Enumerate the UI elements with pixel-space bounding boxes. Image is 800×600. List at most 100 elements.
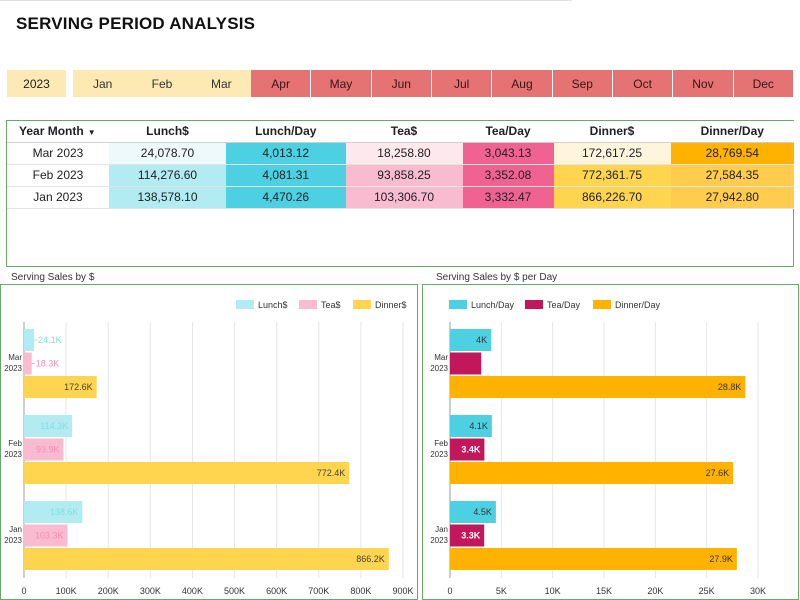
table-cell: 3,043.13 (462, 142, 554, 165)
category-label: Feb 2023 (4, 439, 22, 459)
data-label: 4.1K (469, 421, 488, 431)
caret-down-icon[interactable]: ▼ (87, 128, 96, 138)
bar-dinner[interactable] (24, 376, 97, 398)
table-cell: 103,306.70 (345, 186, 463, 209)
x-tick-label: 30K (750, 586, 766, 596)
x-tick-label: 15K (596, 586, 612, 596)
chart-title-sales: Serving Sales by $ (11, 272, 95, 283)
column-header-dinner[interactable]: Dinner$ (553, 121, 671, 143)
bar-dinner-day[interactable] (450, 548, 737, 570)
month-jan[interactable]: Jan (73, 70, 133, 97)
month-sep[interactable]: Sep (552, 70, 613, 97)
x-tick-label: 20K (647, 586, 663, 596)
bar-dinner[interactable] (24, 462, 350, 484)
month-oct[interactable]: Oct (612, 70, 674, 97)
category-label: Feb 2023 (430, 439, 448, 459)
table-cell: 172,617.25 (553, 142, 671, 165)
month-mar[interactable]: Mar (191, 70, 251, 97)
month-jun[interactable]: Jun (371, 70, 432, 97)
legend-swatch (299, 300, 317, 309)
data-label: 3.4K (461, 445, 481, 455)
column-header-tea[interactable]: Tea$ (345, 121, 463, 143)
row-label: Jan 2023 (7, 186, 109, 209)
legend-label: Lunch$ (258, 300, 288, 310)
data-label: 24.1K (38, 335, 62, 345)
category-label: Mar 2023 (430, 353, 448, 373)
data-label: 4.5K (473, 507, 492, 517)
legend-swatch (449, 300, 467, 309)
column-header-year-month[interactable]: Year Month ▼ (7, 121, 109, 143)
table-cell: 4,013.12 (226, 142, 346, 165)
x-tick-label: 600K (266, 586, 287, 596)
x-tick-label: 500K (224, 586, 245, 596)
data-label: 3K (485, 359, 497, 369)
bar-tea-day[interactable] (450, 524, 485, 547)
table-cell: 24,078.70 (109, 142, 226, 165)
month-apr[interactable]: Apr (250, 70, 312, 97)
legend-swatch (525, 300, 543, 309)
bar-lunch[interactable] (24, 501, 83, 523)
table-cell: 93,858.25 (345, 164, 463, 187)
month-may[interactable]: May (311, 70, 372, 97)
legend-label: Lunch/Day (471, 300, 515, 310)
page-title: SERVING PERIOD ANALYSIS (16, 14, 256, 33)
legend-label: Tea/Day (547, 300, 581, 310)
bar-dinner[interactable] (24, 548, 389, 570)
legend-label: Tea$ (321, 300, 341, 310)
bar-dinner-day[interactable] (450, 376, 746, 398)
table-header-row: Year Month ▼ Lunch$ Lunch/Day Tea$ Tea/Day Din… (7, 121, 794, 143)
chart-panel-sales-per-day: 0 5K 10K 15K 20K 25K 30K Lunch/Day Tea/Day Dinner… (422, 284, 799, 600)
chart-panel-sales: 0 100K 200K 300K 400K 500K 600K 700K 800K 900K Lun… (0, 284, 418, 600)
year-filter[interactable]: 2023 (7, 70, 66, 97)
month-dec[interactable]: Dec (733, 70, 793, 97)
legend-swatch (353, 300, 371, 309)
bar-tea[interactable] (24, 352, 32, 375)
bar-lunch[interactable] (24, 329, 35, 351)
data-label: 4K (476, 335, 487, 345)
month-feb[interactable]: Feb (132, 70, 192, 97)
bar-lunch-day[interactable] (450, 501, 496, 523)
bar-lunch[interactable] (24, 415, 73, 437)
table-cell: 3,332.47 (462, 186, 554, 209)
data-label: 866.2K (356, 554, 385, 564)
column-header-lunch-day[interactable]: Lunch/Day (226, 121, 346, 143)
bar-lunch-day[interactable] (450, 415, 492, 437)
table-cell: 138,578.10 (109, 186, 226, 209)
data-label: 27.9K (709, 554, 733, 564)
x-tick-label: 800K (350, 586, 371, 596)
bar-tea[interactable] (24, 438, 64, 461)
table-cell: 772,361.75 (553, 164, 671, 187)
column-header-dinner-day[interactable]: Dinner/Day (670, 121, 794, 143)
table-cell: 18,258.80 (345, 142, 463, 165)
data-label: 772.4K (317, 468, 346, 478)
x-tick-label: 0 (21, 586, 26, 596)
data-label: 172.6K (64, 382, 93, 392)
month-jul[interactable]: Jul (431, 70, 493, 97)
column-header-lunch[interactable]: Lunch$ (109, 121, 226, 143)
category-label: Mar 2023 (4, 353, 22, 373)
x-tick-label: 400K (182, 586, 203, 596)
data-label: 27.6K (706, 468, 730, 478)
month-nov[interactable]: Nov (673, 70, 734, 97)
table-cell: 866,226.70 (553, 186, 671, 209)
month-filter-bar: Jan Feb Mar Apr May Jun Jul Aug Sep Oct Nov Dec (73, 70, 793, 97)
bar-tea-day[interactable] (450, 352, 482, 375)
data-label: 103.3K (35, 531, 64, 541)
data-label: 3.3K (461, 531, 481, 541)
bar-lunch-day[interactable] (450, 329, 492, 351)
month-aug[interactable]: Aug (492, 70, 553, 97)
table-body: Mar 2023 24,078.70 4,013.12 18,258.80 3,043.… (7, 142, 794, 209)
category-label: Jan 2023 (430, 525, 448, 545)
bar-tea[interactable] (24, 524, 68, 547)
column-header-tea-day[interactable]: Tea/Day (462, 121, 554, 143)
title-divider (0, 0, 572, 1)
bar-tea-day[interactable] (450, 438, 485, 461)
legend-label: Dinner/Day (615, 300, 661, 310)
bar-dinner-day[interactable] (450, 462, 734, 484)
table-row: Jan 2023 138,578.10 4,470.26 103,306.70 3,33… (7, 186, 794, 209)
data-label: 93.9K (36, 445, 60, 455)
table-cell: 3,352.08 (462, 164, 554, 187)
legend-label: Dinner$ (375, 300, 407, 310)
x-tick-label: 25K (699, 586, 715, 596)
x-tick-label: 300K (140, 586, 161, 596)
